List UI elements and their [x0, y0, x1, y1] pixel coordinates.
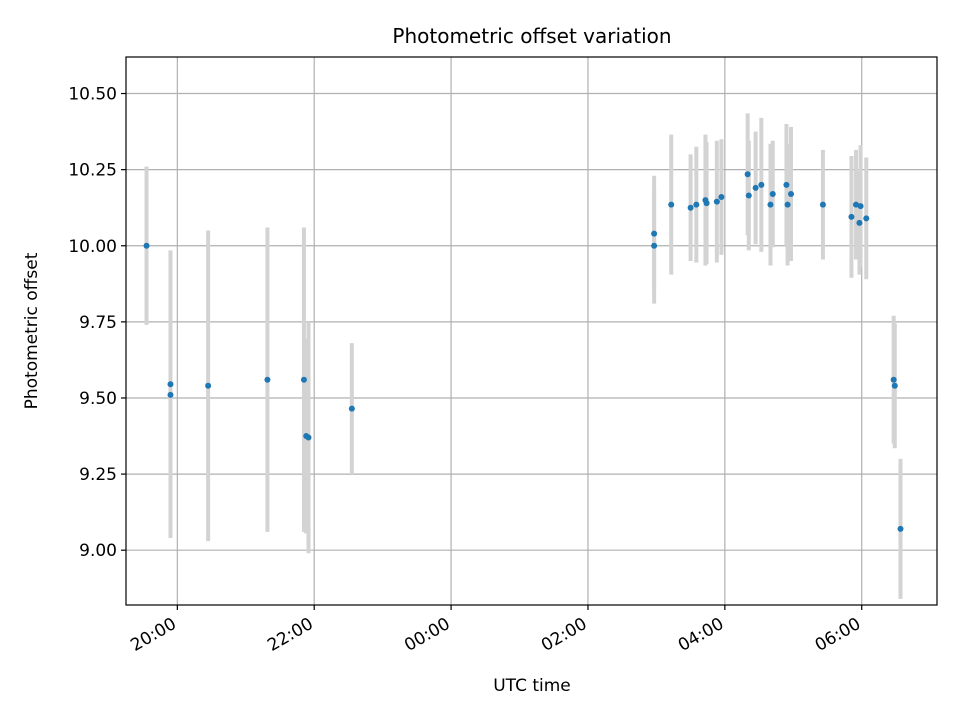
data-point: [668, 201, 675, 208]
data-point: [890, 376, 897, 383]
data-point: [687, 204, 694, 211]
data-point: [143, 242, 150, 249]
y-axis-label: Photometric offset: [22, 252, 42, 409]
data-point: [205, 382, 212, 389]
y-tick-label: 10.25: [68, 161, 117, 181]
data-point: [651, 242, 658, 249]
data-point: [784, 201, 791, 208]
data-point: [819, 201, 826, 208]
y-tick-label: 9.25: [79, 465, 117, 485]
data-point: [703, 200, 710, 207]
data-point: [848, 213, 855, 220]
chart-title: Photometric offset variation: [392, 24, 671, 48]
data-points: [143, 171, 904, 532]
data-point: [718, 194, 725, 201]
data-point: [891, 382, 898, 389]
y-tick-label: 10.50: [68, 85, 117, 105]
data-point: [857, 203, 864, 210]
y-tick-label: 9.75: [79, 313, 117, 333]
data-point: [787, 191, 794, 197]
y-tick-label: 9.00: [79, 541, 117, 561]
data-point: [300, 376, 307, 383]
data-point: [264, 376, 271, 383]
data-point: [744, 171, 751, 178]
data-point: [853, 201, 860, 208]
axes-frame: [125, 56, 938, 606]
data-point: [767, 201, 774, 208]
data-point: [758, 181, 765, 188]
data-point: [897, 525, 904, 532]
y-tick-label: 10.00: [68, 237, 117, 257]
y-tick-label: 9.50: [79, 389, 117, 409]
data-point: [783, 181, 790, 188]
data-point: [769, 191, 776, 197]
data-point: [745, 192, 752, 199]
data-point: [693, 201, 700, 208]
data-point: [167, 381, 174, 388]
data-point: [651, 230, 658, 237]
data-point: [348, 405, 355, 412]
x-axis-label: UTC time: [493, 676, 571, 696]
data-point: [863, 215, 870, 222]
data-point: [713, 198, 720, 205]
data-point: [167, 391, 174, 398]
data-point: [856, 219, 863, 226]
data-point: [305, 434, 312, 441]
data-point: [752, 184, 759, 191]
